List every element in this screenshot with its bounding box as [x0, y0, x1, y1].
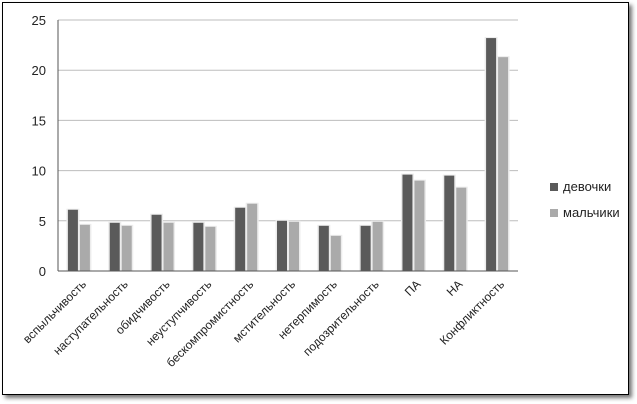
gridlines: [58, 19, 518, 222]
bar-devochki: [444, 175, 455, 271]
bar-devochki: [360, 225, 371, 271]
bar-devochki: [277, 220, 287, 271]
bar-devochki: [318, 225, 329, 271]
y-tick-label: 20: [32, 63, 46, 78]
y-tick-label: 15: [32, 113, 46, 128]
bar-malchiki: [414, 180, 425, 271]
legend-swatch-devochki: [550, 183, 558, 191]
bar-devochki: [151, 214, 162, 271]
x-category-label: НА: [444, 277, 466, 299]
legend-swatch-malchiki: [550, 209, 558, 217]
legend: девочки мальчики: [550, 179, 620, 220]
bar-malchiki: [498, 57, 509, 272]
y-tick-label: 25: [32, 13, 46, 28]
bar-malchiki: [456, 187, 467, 271]
bar-devochki: [193, 222, 204, 271]
bar-devochki: [109, 222, 120, 271]
legend-label-devochki: девочки: [563, 179, 611, 194]
x-category-label: наступательность: [50, 277, 130, 357]
bar-malchiki: [330, 235, 341, 271]
bar-malchiki: [289, 221, 299, 271]
bar-devochki: [235, 207, 246, 271]
y-tick-label: 10: [32, 164, 46, 179]
bar-malchiki: [247, 203, 258, 271]
y-tick-label: 0: [39, 264, 46, 279]
bar-malchiki: [163, 222, 174, 271]
bar-malchiki: [205, 226, 216, 271]
bar-devochki: [486, 38, 497, 272]
bar-malchiki: [79, 224, 90, 271]
bar-malchiki: [121, 225, 132, 271]
y-tick-label: 5: [39, 214, 46, 229]
y-axis-ticks: 0 5 10 15 20 25: [32, 13, 46, 279]
x-category-label: подозрительность: [300, 277, 382, 359]
x-category-label: ПА: [402, 277, 424, 299]
chart-frame: 0 5 10 15 20 25 вспыльчивость наступательность…: [2, 2, 629, 395]
legend-label-malchiki: мальчики: [563, 205, 620, 220]
x-axis-labels: вспыльчивостьнаступательностьобидчивость…: [20, 277, 507, 370]
bars: [66, 37, 510, 272]
bar-devochki: [402, 174, 413, 271]
bar-chart: 0 5 10 15 20 25 вспыльчивостьнаступательность…: [20, 13, 620, 370]
bar-devochki: [67, 209, 78, 271]
bar-malchiki: [372, 221, 383, 271]
